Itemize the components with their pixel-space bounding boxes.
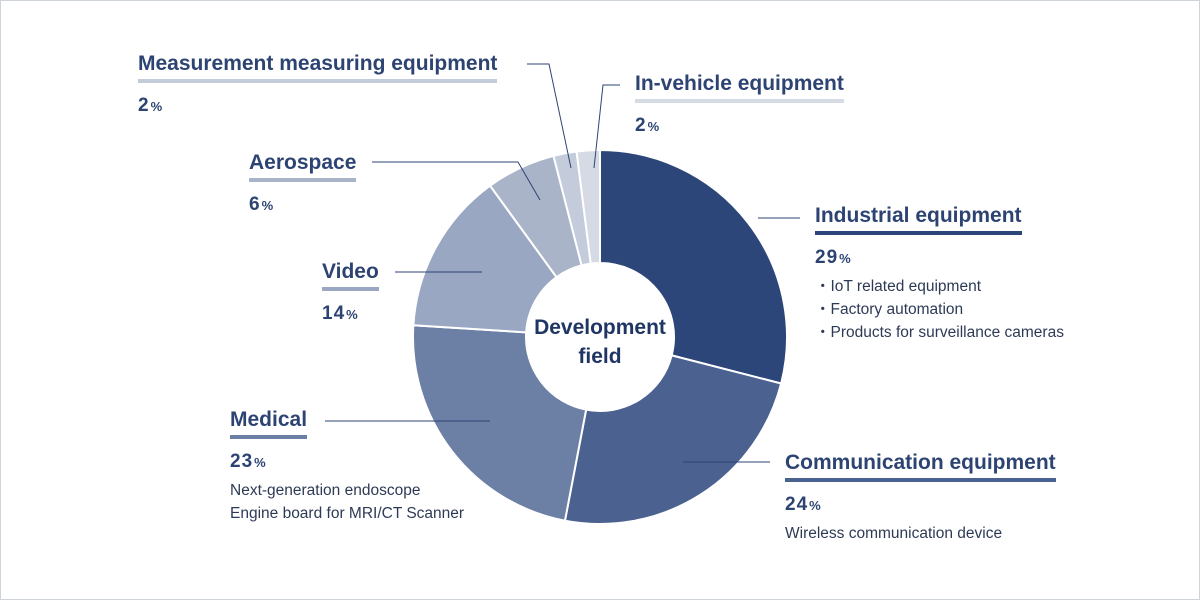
slice-value: 14: [322, 303, 346, 324]
slice-name: Aerospace: [249, 151, 357, 182]
detail-item: Next-generation endoscope: [230, 482, 421, 499]
leader-line-measurement-measuring-equipment: [527, 63, 572, 169]
center-label-line1: Development: [534, 316, 666, 339]
slice-percent: 6%: [249, 194, 356, 216]
slice-name: Industrial equipment: [815, 204, 1022, 235]
percent-symbol: %: [647, 119, 661, 134]
slice-value: 2: [635, 115, 647, 136]
label-communication-equipment: Communication equipment 24% Wireless commu…: [785, 451, 1056, 545]
detail-item: ・Factory automation: [815, 301, 964, 318]
leader-line-in-vehicle-equipment: [593, 84, 620, 169]
label-aerospace: Aerospace 6%: [249, 151, 357, 216]
label-in-vehicle-equipment: In-vehicle equipment 2%: [635, 72, 844, 137]
detail-item: Engine board for MRI/CT Scanner: [230, 505, 465, 522]
label-medical: Medical 23% Next-generation endoscope Engin…: [230, 408, 464, 525]
slice-percent: 14%: [322, 303, 379, 325]
slice-communication-equipment: [563, 354, 783, 525]
percent-symbol: %: [346, 307, 359, 322]
center-label-line2: field: [578, 345, 622, 368]
slice-value: 23: [230, 451, 254, 472]
slice-percent: 2%: [635, 115, 844, 137]
slice-value: 29: [815, 247, 839, 268]
leader-line-aerospace: [372, 161, 541, 201]
center-label: Development field: [528, 313, 672, 371]
slice-name: Medical: [230, 408, 308, 439]
slice-name: Measurement measuring equipment: [138, 52, 498, 83]
label-measurement-measuring-equipment: Measurement measuring equipment 2%: [138, 52, 498, 117]
slice-video: [412, 184, 558, 334]
slice-percent: 2%: [138, 95, 497, 117]
percent-symbol: %: [150, 99, 164, 114]
slice-details: ・IoT related equipment ・Factory automatio…: [815, 275, 1064, 344]
slice-name: Communication equipment: [785, 451, 1056, 482]
slice-medical: [412, 324, 588, 522]
slice-percent: 23%: [230, 451, 464, 473]
percent-symbol: %: [839, 251, 852, 266]
percent-symbol: %: [809, 498, 822, 513]
slice-percent: 29%: [815, 247, 1064, 269]
slice-details: Next-generation endoscope Engine board fo…: [230, 479, 464, 525]
slice-value: 2: [138, 95, 150, 116]
percent-symbol: %: [261, 198, 275, 213]
slice-details: Wireless communication device: [785, 522, 1056, 545]
slice-value: 24: [785, 494, 809, 515]
slice-value: 6: [249, 194, 261, 215]
label-industrial-equipment: Industrial equipment 29% ・IoT related equi…: [815, 204, 1064, 344]
percent-symbol: %: [254, 455, 267, 470]
slice-percent: 24%: [785, 494, 1056, 516]
detail-item: Wireless communication device: [785, 525, 1003, 542]
slice-name: Video: [322, 260, 379, 291]
detail-item: ・Products for surveillance cameras: [815, 324, 1064, 341]
label-video: Video 14%: [322, 260, 379, 325]
slice-name: In-vehicle equipment: [635, 72, 844, 103]
slice-in-vehicle-equipment: [575, 148, 601, 265]
detail-item: ・IoT related equipment: [815, 278, 982, 295]
slice-industrial-equipment: [599, 148, 788, 385]
